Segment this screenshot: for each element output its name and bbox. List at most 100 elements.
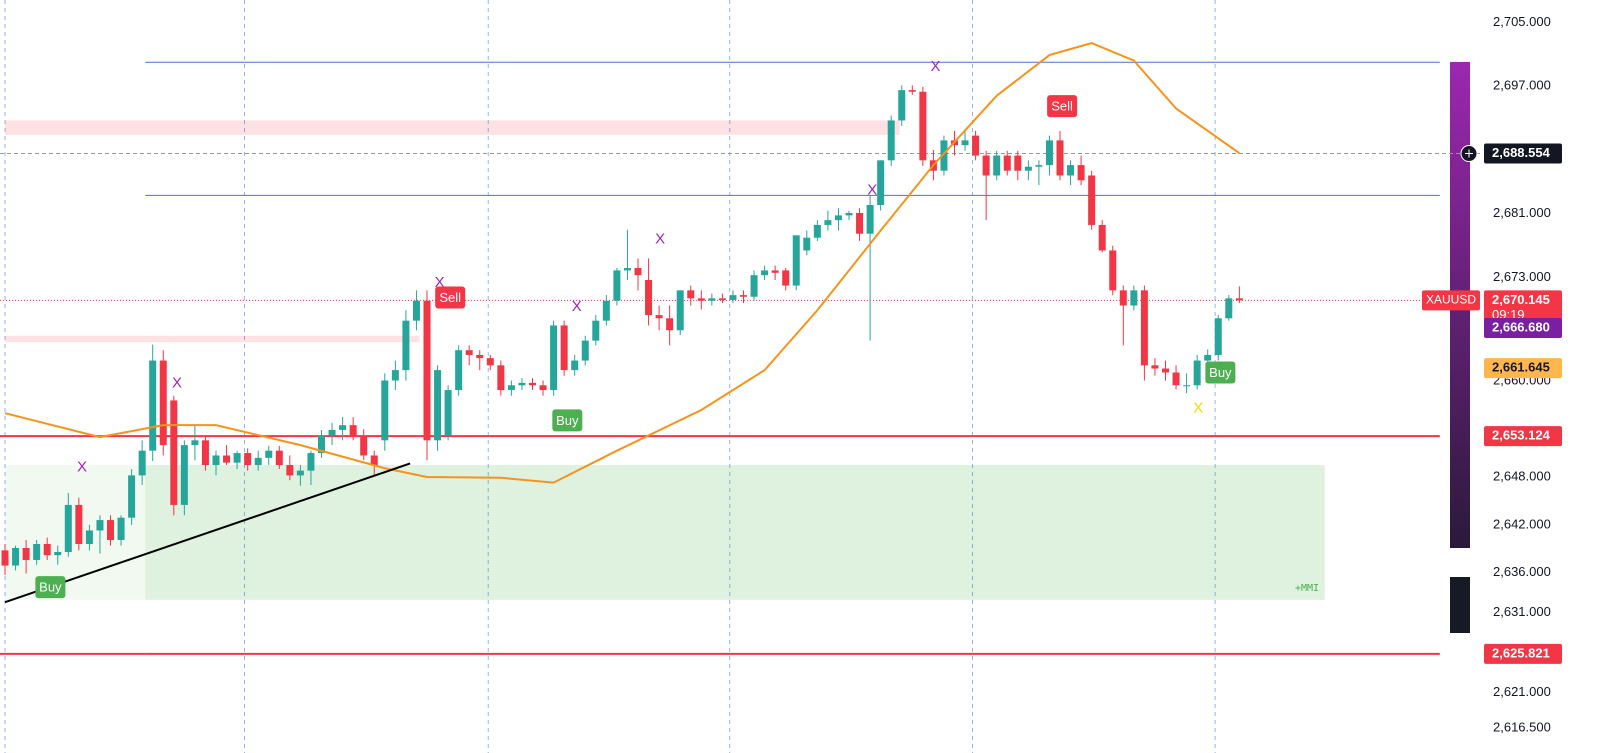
candle-body	[1162, 368, 1169, 373]
candle-body	[170, 400, 178, 505]
candle-body	[275, 450, 283, 466]
candle-body	[792, 235, 800, 286]
price-tag	[1484, 426, 1562, 447]
candle-body	[623, 268, 631, 271]
x-mark: X	[1193, 399, 1203, 416]
candle-body	[117, 517, 125, 541]
candle-body	[845, 212, 853, 216]
x-mark: X	[77, 458, 87, 475]
last-price-tag	[1484, 290, 1562, 325]
candle-body	[813, 224, 821, 238]
candle-body	[476, 354, 484, 359]
price-tag	[1484, 358, 1562, 379]
candle-body	[1109, 250, 1117, 291]
candle-body	[560, 325, 568, 371]
candle-body	[1235, 298, 1243, 301]
x-mark: X	[655, 230, 665, 247]
candle-body	[180, 445, 188, 505]
candle-body	[223, 455, 231, 463]
candle-body	[244, 453, 252, 466]
candle-body	[1045, 140, 1053, 166]
price-tag-label: 2,688.554	[1492, 145, 1551, 160]
x-mark: X	[931, 58, 941, 75]
candle-body	[497, 365, 505, 391]
candle-body	[1119, 290, 1127, 306]
candle-body	[54, 551, 62, 556]
price-tag-label: 2,625.821	[1492, 645, 1550, 660]
candle-body	[697, 298, 705, 301]
signal-box	[1205, 361, 1236, 384]
candle-body	[412, 300, 420, 321]
signal-label: Buy	[556, 413, 579, 428]
zone	[145, 465, 1325, 600]
candle-body	[1130, 290, 1138, 306]
candle-body	[529, 382, 536, 386]
candle-body	[613, 270, 621, 301]
signal-box	[552, 409, 583, 432]
candle-body	[128, 475, 136, 518]
candle-body	[993, 155, 1001, 176]
x-mark: X	[867, 182, 877, 199]
candle-body	[740, 295, 747, 297]
candle-body	[887, 120, 895, 161]
candle-body	[12, 547, 20, 566]
candle-body	[602, 300, 610, 321]
candle-body	[1003, 155, 1011, 171]
candle-body	[402, 320, 410, 371]
candle-body	[138, 450, 146, 476]
y-tick-label: 2,673.000	[1493, 269, 1551, 284]
candle-body	[328, 429, 336, 436]
candle-body	[486, 358, 494, 366]
candle-body	[360, 435, 368, 456]
candle-body	[1140, 290, 1148, 366]
price-tag-label: 2,653.124	[1492, 428, 1551, 443]
dark-bar	[1450, 577, 1470, 633]
candle-body	[708, 298, 716, 301]
y-tick-label: 2,616.500	[1493, 720, 1551, 735]
candle-body	[634, 268, 642, 276]
candle-body	[550, 325, 558, 391]
trendline	[4, 462, 411, 604]
last-price-label: 2,670.145	[1492, 292, 1550, 307]
candle-body	[434, 370, 442, 441]
candle-body	[581, 340, 589, 361]
candle-body	[1183, 385, 1191, 387]
candle-body	[22, 547, 30, 560]
price-tag	[1484, 643, 1562, 664]
candle-body	[961, 140, 969, 146]
candle-body	[898, 90, 906, 121]
candle-body	[64, 504, 72, 552]
price-tag-label: 2,661.645	[1492, 360, 1550, 375]
price-tag	[1484, 318, 1562, 339]
candle-body	[1172, 372, 1180, 386]
candle-body	[1225, 298, 1233, 319]
candle-body	[518, 382, 526, 386]
x-mark: X	[435, 274, 445, 291]
symbol-label: XAUUSD	[1426, 293, 1476, 307]
candle-body	[940, 140, 948, 171]
note: +MMI	[1295, 583, 1319, 594]
candle-body	[149, 360, 157, 451]
candle-body	[75, 504, 83, 545]
y-tick-label: 2,681.000	[1493, 205, 1551, 220]
candle-body	[982, 155, 990, 176]
candle-body	[1214, 318, 1222, 355]
candle-body	[1067, 165, 1075, 176]
candle-body	[254, 457, 262, 466]
y-tick-label: 2,705.000	[1493, 14, 1551, 29]
candle-body	[1056, 140, 1064, 176]
candle-body	[676, 290, 684, 331]
y-tick-label: 2,621.000	[1493, 684, 1551, 699]
candle-body	[729, 295, 737, 300]
signal-label: Sell	[439, 290, 461, 305]
candle-body	[539, 385, 547, 391]
candle-body	[465, 350, 473, 355]
signal-box	[1047, 95, 1078, 118]
candle-body	[761, 270, 769, 276]
candle-body	[423, 300, 431, 441]
candle-body	[370, 455, 378, 466]
candle-body	[444, 390, 452, 436]
candle-body	[349, 425, 357, 436]
candle-body	[286, 465, 294, 476]
zone	[5, 335, 420, 343]
